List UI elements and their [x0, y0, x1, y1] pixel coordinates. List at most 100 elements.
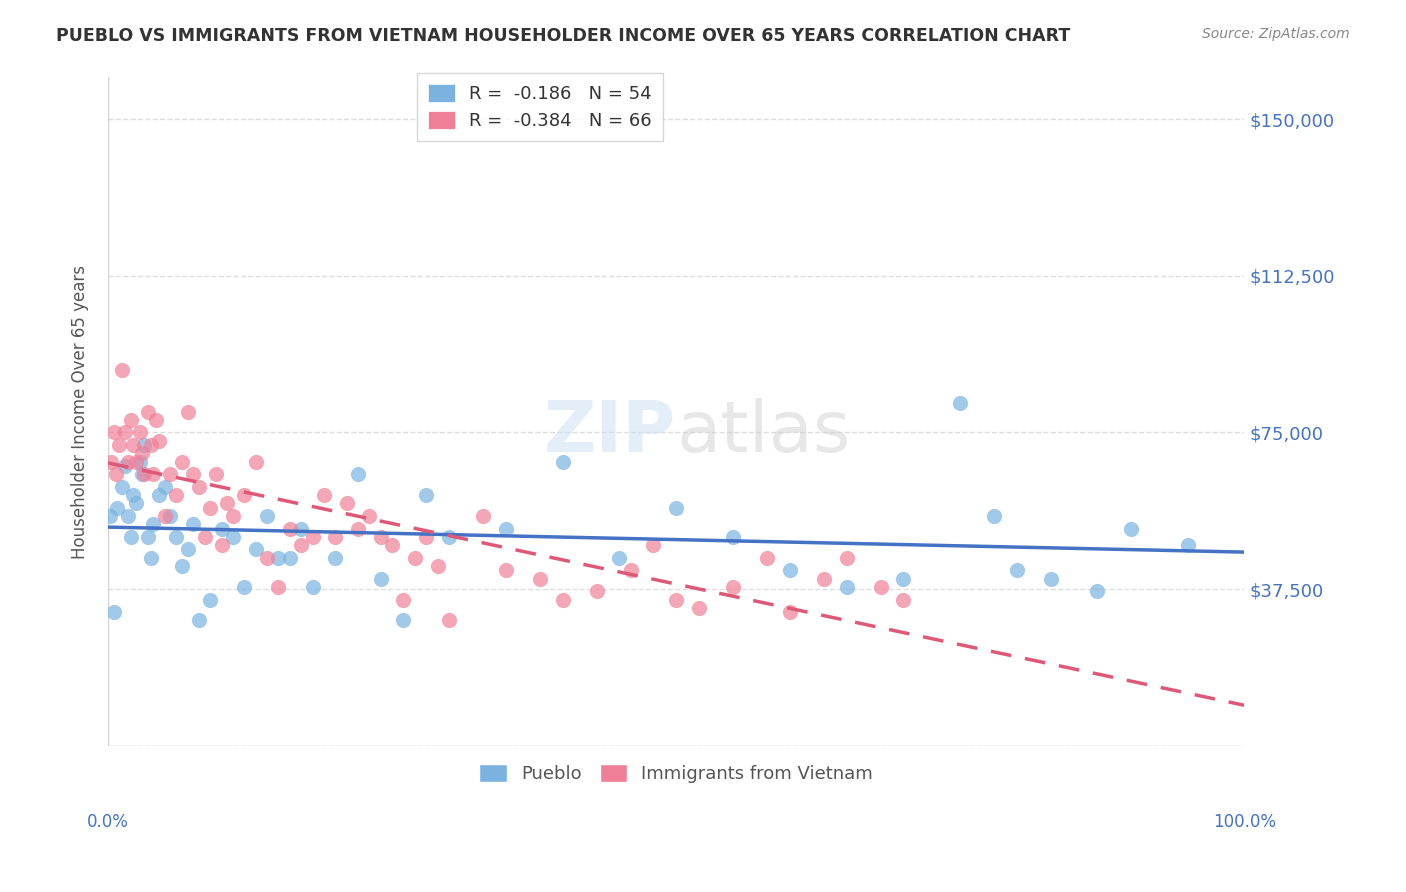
Point [665, 500, 688, 515]
Point [120, 530, 142, 544]
Point [869, 580, 891, 594]
Point [813, 572, 835, 586]
Point [159, 467, 181, 482]
Point [267, 550, 290, 565]
Point [301, 580, 323, 594]
Point [114, 458, 136, 473]
Point [609, 550, 631, 565]
Point [721, 530, 744, 544]
Point [437, 614, 460, 628]
Point [125, 496, 148, 510]
Point [893, 592, 915, 607]
Point [114, 425, 136, 440]
Point [983, 508, 1005, 523]
Point [551, 592, 574, 607]
Point [529, 572, 551, 586]
Point [347, 467, 370, 482]
Point [131, 446, 153, 460]
Point [131, 467, 153, 482]
Point [392, 592, 415, 607]
Point [105, 500, 128, 515]
Point [176, 542, 198, 557]
Point [233, 580, 256, 594]
Point [665, 592, 688, 607]
Text: 0.0%: 0.0% [87, 813, 129, 830]
Point [893, 572, 915, 586]
Point [1177, 538, 1199, 552]
Point [153, 480, 176, 494]
Point [122, 488, 145, 502]
Point [211, 522, 233, 536]
Point [117, 455, 139, 469]
Point [835, 550, 858, 565]
Point [159, 508, 181, 523]
Point [245, 542, 267, 557]
Text: 100.0%: 100.0% [1213, 813, 1275, 830]
Point [472, 508, 495, 523]
Point [141, 438, 163, 452]
Point [495, 522, 517, 536]
Point [141, 550, 163, 565]
Point [98, 508, 121, 523]
Point [256, 508, 278, 523]
Point [103, 605, 125, 619]
Point [278, 550, 301, 565]
Y-axis label: Householder Income Over 65 years: Householder Income Over 65 years [72, 265, 89, 558]
Point [1085, 584, 1108, 599]
Point [835, 580, 858, 594]
Point [142, 517, 165, 532]
Point [756, 550, 779, 565]
Point [415, 488, 437, 502]
Text: Source: ZipAtlas.com: Source: ZipAtlas.com [1202, 27, 1350, 41]
Point [620, 563, 643, 577]
Point [136, 530, 159, 544]
Text: PUEBLO VS IMMIGRANTS FROM VIETNAM HOUSEHOLDER INCOME OVER 65 YEARS CORRELATION C: PUEBLO VS IMMIGRANTS FROM VIETNAM HOUSEH… [56, 27, 1070, 45]
Point [267, 580, 290, 594]
Point [370, 530, 392, 544]
Point [1040, 572, 1063, 586]
Point [336, 496, 359, 510]
Point [222, 530, 245, 544]
Point [187, 480, 209, 494]
Point [134, 438, 156, 452]
Point [643, 538, 665, 552]
Point [323, 530, 346, 544]
Point [153, 508, 176, 523]
Point [148, 434, 170, 448]
Point [278, 522, 301, 536]
Point [290, 522, 312, 536]
Point [128, 425, 150, 440]
Point [301, 530, 323, 544]
Point [585, 584, 607, 599]
Point [103, 425, 125, 440]
Point [495, 563, 517, 577]
Point [949, 396, 972, 410]
Point [211, 538, 233, 552]
Point [437, 530, 460, 544]
Point [721, 580, 744, 594]
Point [359, 508, 381, 523]
Point [111, 363, 134, 377]
Point [392, 614, 415, 628]
Point [370, 572, 392, 586]
Point [551, 455, 574, 469]
Point [120, 413, 142, 427]
Point [104, 467, 127, 482]
Point [1005, 563, 1028, 577]
Point [200, 500, 222, 515]
Point [111, 480, 134, 494]
Point [415, 530, 437, 544]
Point [170, 455, 193, 469]
Point [290, 538, 312, 552]
Point [187, 614, 209, 628]
Point [100, 455, 122, 469]
Point [148, 488, 170, 502]
Point [128, 455, 150, 469]
Point [205, 467, 228, 482]
Point [688, 600, 710, 615]
Point [1119, 522, 1142, 536]
Point [170, 559, 193, 574]
Point [217, 496, 239, 510]
Point [165, 488, 187, 502]
Point [117, 508, 139, 523]
